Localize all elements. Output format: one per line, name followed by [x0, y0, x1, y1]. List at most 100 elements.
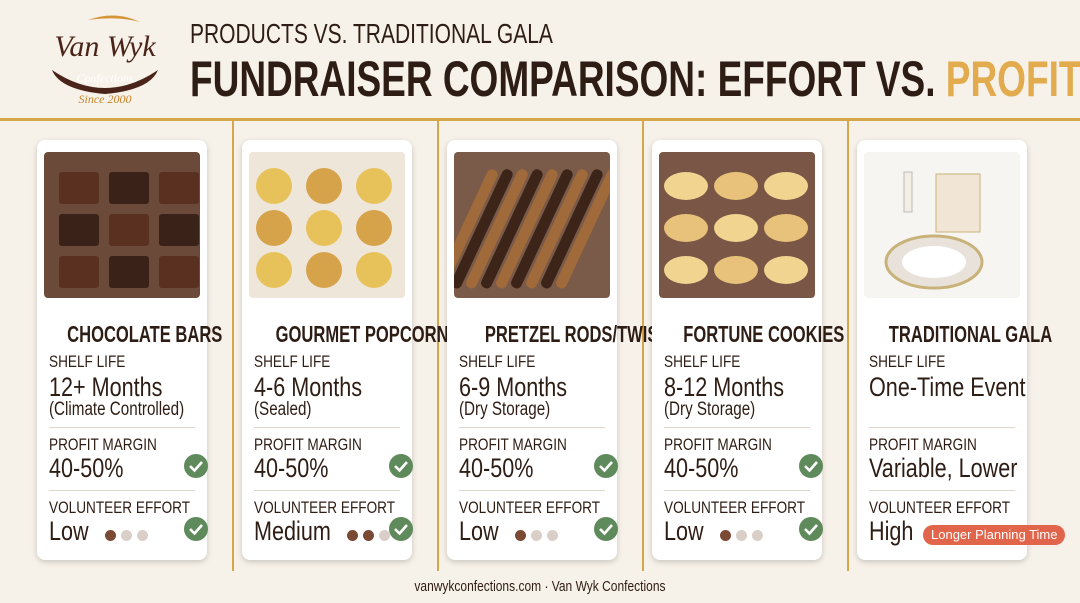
shelf-life: 8-12 Months [664, 372, 785, 402]
check-circle [389, 454, 413, 478]
card-name-row: GOURMET POPCORN [242, 321, 449, 348]
check-icon [594, 517, 618, 541]
logo-since: Since 2000 [79, 92, 132, 106]
shelf-life-row: 8-12 Months [664, 372, 814, 403]
image-shape [556, 169, 610, 289]
image-shape [714, 256, 758, 284]
effort: Low [49, 516, 89, 546]
shelf-life-note: (Sealed) [254, 399, 312, 420]
profit-label-row: PROFIT MARGIN [254, 435, 389, 455]
effort-row: Low [459, 516, 509, 547]
check-icon [799, 517, 823, 541]
shelf-life-label: SHELF LIFE [459, 352, 536, 371]
effort-dot [363, 530, 374, 541]
shelf-life-label-row: SHELF LIFE [49, 352, 144, 372]
image-shape [306, 252, 342, 288]
effort: Low [459, 516, 499, 546]
effort-dot [104, 530, 116, 541]
shelf-life-note: (Dry Storage) [664, 399, 756, 420]
shelf-life-label: SHELF LIFE [869, 352, 946, 371]
check-circle [184, 454, 208, 478]
shelf-life-label-row: SHELF LIFE [869, 352, 964, 372]
effort-dot [347, 530, 358, 541]
effort-label: VOLUNTEER EFFORT [459, 498, 601, 517]
image-shape [511, 169, 573, 289]
effort-dot [719, 530, 731, 541]
footer: vanwykconfections.com · Van Wyk Confecti… [414, 578, 666, 595]
shelf-life-note: (Climate Controlled) [49, 399, 185, 420]
effort-label-row: VOLUNTEER EFFORT [869, 498, 1045, 518]
image-shape [356, 210, 392, 246]
card: PRETZEL RODS/TWISTS SHELF LIFE 6-9 Months(… [447, 140, 680, 560]
effort-row: Low [664, 516, 714, 547]
check-icon [184, 517, 208, 541]
separator [49, 490, 195, 491]
effort-label-row: VOLUNTEER EFFORT [254, 498, 430, 518]
profit-label-row: PROFIT MARGIN [869, 435, 1004, 455]
check-circle [594, 454, 618, 478]
shelf-life-label-row: SHELF LIFE [254, 352, 349, 372]
card: TRADITIONAL GALA SHELF LIFE One-Time Event… [857, 140, 1066, 560]
separator [664, 490, 810, 491]
logo-brand: Van Wyk [54, 30, 156, 63]
check-circle [184, 517, 208, 541]
profit-row: 40-50% [459, 453, 552, 484]
image-shape [496, 169, 558, 289]
shelf-life-note-row: (Sealed) [254, 399, 326, 421]
check-tick [599, 461, 613, 473]
effort: High [869, 516, 914, 546]
shelf-life-row: 12+ Months [49, 372, 191, 403]
image-shape [481, 169, 543, 289]
card-image [864, 152, 1020, 298]
check-circle [799, 517, 823, 541]
effort-label-row: VOLUNTEER EFFORT [49, 498, 225, 518]
card-name: FORTUNE COOKIES [683, 321, 845, 347]
card: GOURMET POPCORN SHELF LIFE 4-6 Months (Seal… [242, 140, 449, 560]
plate-inner [902, 246, 966, 278]
check-circle [389, 517, 413, 541]
check-icon [594, 454, 618, 478]
header-rule [0, 118, 1080, 121]
image-shape [356, 168, 392, 204]
effort-dot [514, 530, 526, 541]
shelf-life: 6-9 Months [459, 372, 568, 402]
shelf-life-row: 4-6 Months [254, 372, 389, 403]
image-shape [159, 214, 199, 246]
image-shape [59, 214, 99, 246]
image-shape [159, 256, 199, 288]
effort-dot [546, 530, 558, 541]
logo: Van Wyk Confections Since 2000 [52, 15, 158, 106]
profit-row: 40-50% [49, 453, 142, 484]
profit: 40-50% [49, 453, 124, 483]
shelf-life: 4-6 Months [254, 372, 363, 402]
image-shape [454, 169, 513, 289]
shelf-life-label-row: SHELF LIFE [459, 352, 554, 372]
shelf-life-note-row: (Climate Controlled) [49, 399, 218, 421]
image-shape [466, 169, 528, 289]
effort-dot [379, 530, 390, 541]
image-shape [764, 172, 808, 200]
card-image [659, 152, 815, 298]
image-shape [356, 252, 392, 288]
image-shape [454, 169, 498, 289]
image-shape [526, 169, 588, 289]
image-shape [306, 210, 342, 246]
card-name-row: TRADITIONAL GALA [857, 321, 1052, 348]
card-name: TRADITIONAL GALA [888, 321, 1053, 347]
divider [437, 121, 439, 571]
image-shape [109, 256, 149, 288]
effort-dot [530, 530, 542, 541]
image-shape [306, 168, 342, 204]
effort-dot [120, 530, 132, 541]
effort-dot [735, 530, 747, 541]
effort-label: VOLUNTEER EFFORT [664, 498, 806, 517]
check-icon [799, 454, 823, 478]
card: CHOCOLATE BARS SHELF LIFE 12+ Months (Clima… [37, 140, 222, 560]
shelf-life-note-row: (Dry Storage) [459, 399, 573, 421]
profit-label: PROFIT MARGIN [459, 435, 567, 454]
check-tick [394, 461, 408, 473]
shelf-life-row: One-Time Event [869, 372, 1065, 403]
separator [254, 427, 400, 428]
separator [459, 490, 605, 491]
card-image [44, 152, 200, 298]
